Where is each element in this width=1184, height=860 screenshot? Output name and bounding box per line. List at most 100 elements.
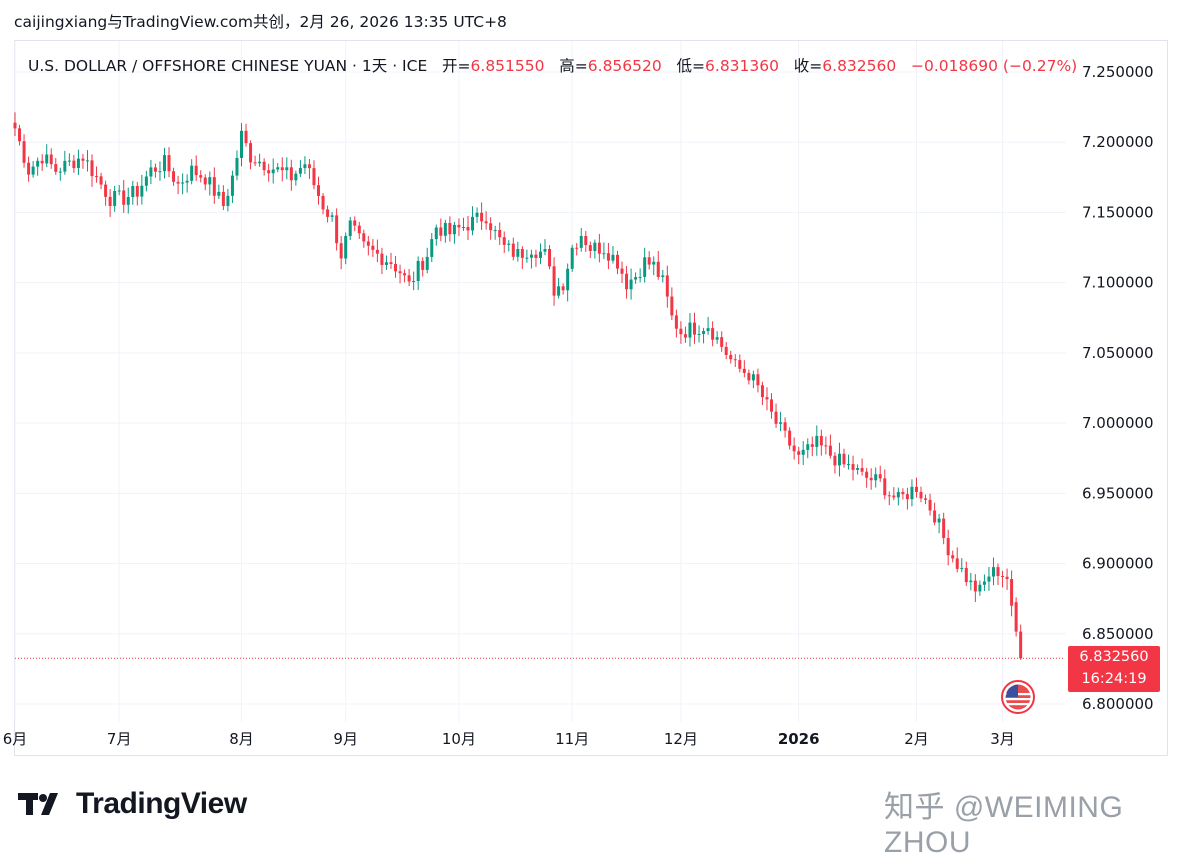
candle-body <box>58 171 62 173</box>
candle-body <box>987 576 991 582</box>
candle-body <box>126 196 130 205</box>
candle-body <box>693 322 696 335</box>
candle-body <box>516 249 520 257</box>
candle-body <box>575 247 579 249</box>
us-flag-icon[interactable] <box>998 680 1038 714</box>
candle-body <box>625 273 629 290</box>
candle-body <box>946 538 950 556</box>
candle-body <box>679 328 683 335</box>
candle-body <box>896 492 900 498</box>
candle-body <box>887 495 891 497</box>
candle-body <box>697 333 701 335</box>
candle-body <box>434 227 438 240</box>
candle-body <box>90 160 94 177</box>
candle-body <box>131 186 135 197</box>
open-label: 开= <box>442 57 471 75</box>
candle-body <box>883 478 887 496</box>
candle-body <box>384 262 388 265</box>
low-label: 低= <box>676 57 706 75</box>
candle-body <box>276 167 280 170</box>
candle-body <box>285 167 289 171</box>
candle-body <box>348 220 352 237</box>
candle-body <box>629 279 633 290</box>
candle-body <box>484 221 488 224</box>
candle-body <box>774 411 778 424</box>
candle-body <box>933 510 937 523</box>
candle-body <box>724 346 728 355</box>
candle-body <box>398 271 402 274</box>
candle-body <box>457 224 461 228</box>
candle-body <box>711 328 715 340</box>
candle-body <box>45 154 49 164</box>
candle-body <box>969 580 973 583</box>
candle-body <box>36 160 40 167</box>
tradingview-wordmark: TradingView <box>76 787 247 820</box>
candle-body <box>430 239 434 257</box>
candle-body <box>489 223 493 231</box>
candle-body <box>670 296 674 316</box>
candle-body <box>258 161 262 164</box>
candle-body <box>294 173 298 181</box>
candle-body <box>683 334 687 338</box>
candle-body <box>371 245 375 250</box>
candle-body <box>149 167 153 177</box>
candle-body <box>172 171 176 182</box>
candle-body <box>49 154 53 165</box>
candle-body <box>955 558 959 569</box>
candle-body <box>860 468 864 472</box>
candle-body <box>905 494 909 500</box>
candle-body <box>167 155 171 172</box>
candle-body <box>330 215 334 217</box>
candle-body <box>770 399 774 412</box>
candle-body <box>144 176 148 186</box>
candle-body <box>779 422 783 424</box>
candle-body <box>702 331 706 334</box>
candle-body <box>326 209 330 217</box>
x-tick-label: 6月 <box>3 730 28 748</box>
candle-body <box>357 225 361 234</box>
candle-body <box>756 374 760 386</box>
candle-body <box>579 235 583 248</box>
candle-body <box>321 195 325 210</box>
high-value: 6.856520 <box>587 57 662 75</box>
candle-body <box>375 249 379 254</box>
x-tick-label: 7月 <box>107 730 132 748</box>
candle-body <box>760 385 764 398</box>
y-tick-label: 6.800000 <box>1082 695 1154 713</box>
close-label: 收= <box>793 57 823 75</box>
candle-body <box>597 242 601 254</box>
candle-body <box>153 167 157 172</box>
candle-body <box>475 212 479 217</box>
candle-body <box>267 170 271 174</box>
candle-body <box>298 168 302 174</box>
x-tick-label: 9月 <box>333 730 358 748</box>
candle-body <box>507 243 511 245</box>
candle-body <box>249 143 253 163</box>
candle-body <box>1010 578 1014 606</box>
tradingview-logo: TradingView <box>16 784 247 824</box>
y-tick-label: 6.850000 <box>1082 625 1154 643</box>
x-axis: 6月 7月 8月 9月 10月 11月 12月 2026 2月 3月 <box>3 730 1015 748</box>
candle-body <box>389 262 393 265</box>
candle-body <box>593 242 597 251</box>
candle-body <box>416 260 420 281</box>
candle-body <box>185 180 189 183</box>
candle-body <box>847 464 851 466</box>
candle-body <box>996 567 1000 576</box>
candle-body <box>194 165 198 176</box>
candle-body <box>978 584 982 592</box>
candle-body <box>181 182 185 184</box>
candle-body <box>63 160 67 172</box>
candle-body <box>67 160 71 162</box>
candle-body <box>747 372 751 381</box>
watermark: 知乎 @WEIMING ZHOU <box>884 791 1124 859</box>
candle-body <box>584 235 588 246</box>
change-value: −0.018690 (−0.27%) <box>911 57 1078 75</box>
candle-body <box>117 190 121 192</box>
candle-body <box>466 227 470 231</box>
candle-body <box>502 237 506 245</box>
candle-body <box>928 499 932 511</box>
candle-body <box>715 337 719 340</box>
candle-body <box>792 445 796 452</box>
